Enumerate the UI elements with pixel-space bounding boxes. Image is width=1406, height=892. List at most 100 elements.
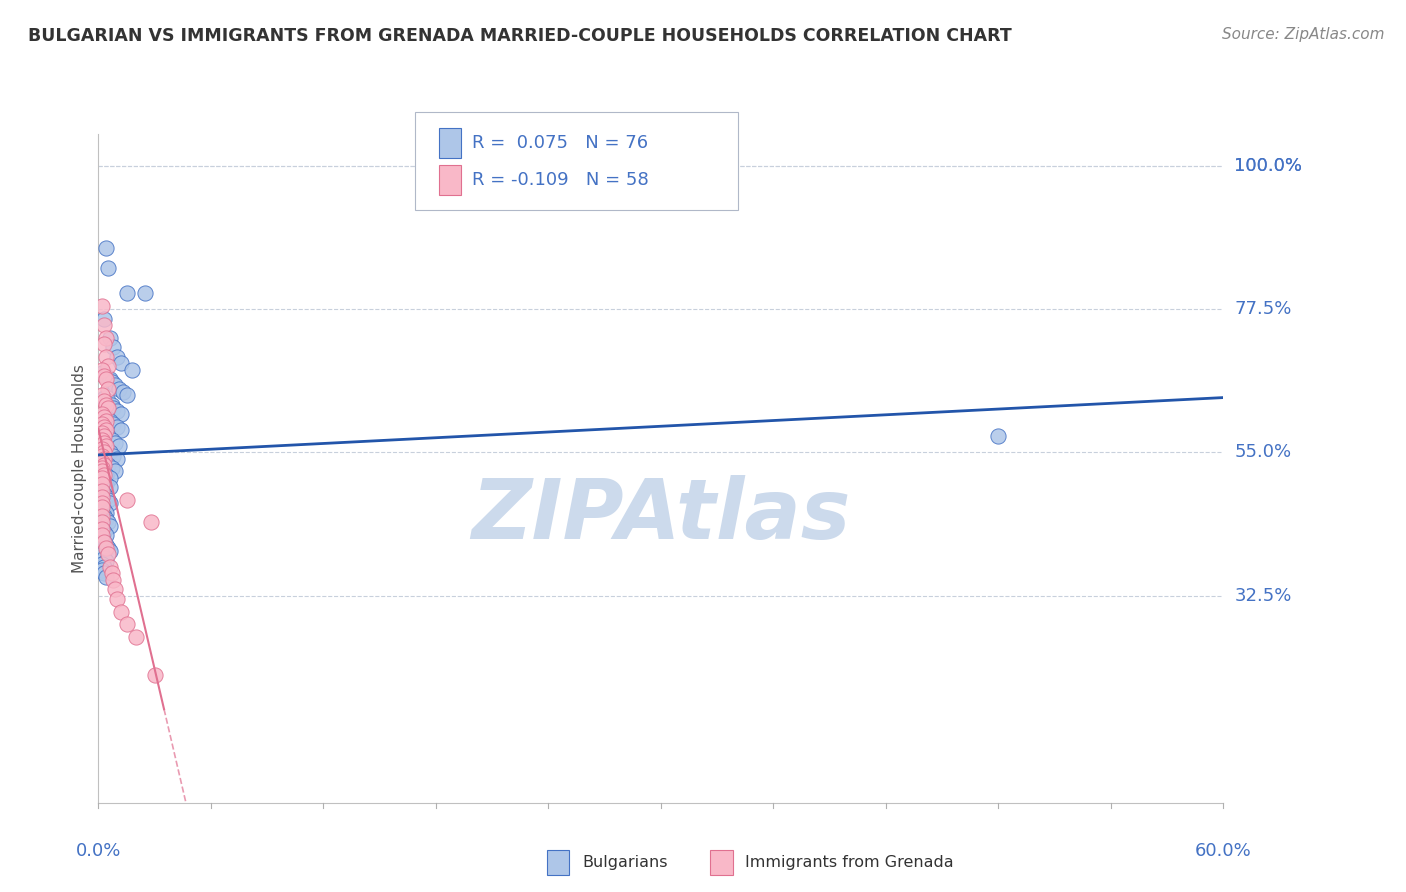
Point [104,465,127,479]
Point [108,382,131,396]
Point [97,541,120,555]
Point [91,547,114,561]
Point [91,362,114,376]
Point [94,506,117,520]
Point [115,617,138,632]
Point [93,368,115,383]
Point [94,528,117,542]
Point [94,410,117,425]
Point [104,582,127,597]
Point [94,242,117,256]
Point [91,522,114,536]
Point [93,502,115,516]
Point [97,516,120,530]
Point [94,554,117,568]
Point [93,420,115,434]
Point [93,391,115,405]
Point [98,518,121,533]
Point [91,532,114,546]
Point [100,461,122,475]
Point [91,477,114,491]
Point [143,668,166,682]
Point [93,410,115,425]
Point [97,260,120,275]
Text: 100.0%: 100.0% [1234,157,1302,175]
Text: Bulgarians: Bulgarians [582,855,668,870]
Point [91,465,114,479]
Point [94,350,117,364]
Point [98,413,121,427]
Point [100,433,122,447]
Point [93,429,115,443]
Point [98,544,121,558]
Point [103,340,125,354]
Point [105,350,128,364]
Point [91,500,114,514]
Point [93,509,115,524]
Text: R =  0.075   N = 76: R = 0.075 N = 76 [472,134,648,152]
Point [91,407,114,421]
Point [105,451,128,466]
Point [98,496,121,510]
Point [93,451,115,466]
Point [91,500,114,514]
Point [94,439,117,453]
Point [94,541,117,555]
Point [103,573,125,587]
Point [94,372,117,386]
Point [93,534,115,549]
Point [139,516,162,530]
Point [100,566,122,581]
Point [93,550,115,565]
Point [100,398,122,412]
Point [93,445,115,459]
Point [103,417,125,431]
Point [93,455,115,469]
Point [105,420,128,434]
Point [94,538,117,552]
Point [94,467,117,482]
Point [94,490,117,504]
Point [94,413,117,427]
Point [91,388,114,402]
Y-axis label: Married-couple Households: Married-couple Households [72,364,87,573]
Point [103,449,125,463]
Point [91,449,114,463]
Point [97,458,120,472]
Text: R = -0.109   N = 58: R = -0.109 N = 58 [472,171,650,189]
Point [108,439,131,453]
Point [94,398,117,412]
Point [97,401,120,415]
Point [93,311,115,326]
Text: 60.0%: 60.0% [1195,842,1251,860]
Point [93,426,115,441]
Point [93,467,115,482]
Point [93,394,115,409]
Point [94,442,117,457]
Point [93,560,115,574]
Point [98,372,121,386]
Point [97,394,120,409]
Point [134,286,156,301]
Point [110,423,132,437]
Point [93,487,115,501]
Point [104,435,127,450]
Point [97,382,120,396]
Point [91,483,114,498]
Point [94,477,117,491]
Point [105,404,128,418]
Text: Source: ZipAtlas.com: Source: ZipAtlas.com [1222,27,1385,42]
Point [91,522,114,536]
Point [91,471,114,485]
Point [121,362,143,376]
Point [91,563,114,577]
Point [91,366,114,380]
Point [98,560,121,574]
Text: 32.5%: 32.5% [1234,587,1292,605]
Point [104,378,127,392]
Point [91,528,114,542]
Point [98,331,121,345]
Point [94,512,117,526]
Point [115,493,138,508]
Point [93,524,115,539]
